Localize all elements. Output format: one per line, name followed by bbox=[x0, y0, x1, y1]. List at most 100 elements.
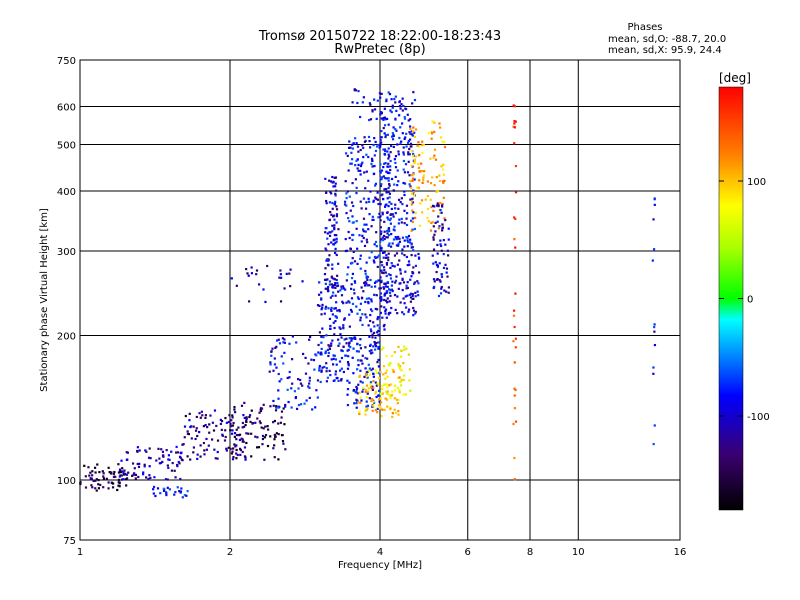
data-point bbox=[359, 164, 363, 168]
data-point bbox=[387, 190, 390, 194]
data-point bbox=[334, 247, 337, 250]
data-point bbox=[338, 326, 341, 329]
data-point bbox=[259, 408, 262, 411]
data-point bbox=[403, 374, 406, 377]
data-point bbox=[118, 485, 121, 488]
data-point bbox=[513, 126, 516, 129]
data-point bbox=[245, 420, 248, 423]
data-point bbox=[282, 442, 285, 445]
data-point bbox=[405, 284, 408, 287]
data-point bbox=[652, 248, 656, 251]
data-point bbox=[387, 313, 390, 316]
data-point bbox=[418, 170, 421, 173]
data-point bbox=[356, 262, 359, 266]
data-point bbox=[359, 380, 362, 383]
data-point bbox=[361, 228, 365, 231]
data-point bbox=[171, 461, 174, 465]
data-point bbox=[248, 300, 251, 303]
data-point bbox=[326, 287, 329, 290]
data-point bbox=[513, 361, 516, 364]
data-point bbox=[653, 424, 656, 427]
data-point bbox=[113, 470, 116, 474]
data-point bbox=[350, 151, 353, 154]
data-point bbox=[355, 142, 358, 145]
data-point bbox=[379, 96, 382, 99]
data-point bbox=[331, 339, 334, 342]
data-point bbox=[261, 434, 265, 438]
data-point bbox=[410, 253, 413, 257]
data-point bbox=[195, 415, 198, 419]
data-point bbox=[346, 367, 350, 370]
data-point bbox=[333, 354, 337, 357]
data-point bbox=[401, 236, 405, 239]
data-point bbox=[382, 286, 385, 289]
data-point bbox=[433, 233, 436, 236]
data-point bbox=[436, 252, 439, 255]
data-point bbox=[514, 420, 518, 423]
data-point bbox=[353, 336, 357, 339]
data-point bbox=[162, 487, 165, 490]
data-point bbox=[335, 316, 338, 319]
data-point bbox=[392, 370, 395, 373]
data-point bbox=[389, 277, 393, 280]
data-point bbox=[379, 287, 382, 290]
data-point bbox=[275, 366, 278, 369]
data-point bbox=[445, 267, 449, 270]
data-point bbox=[382, 197, 385, 201]
data-point bbox=[383, 298, 386, 302]
data-point bbox=[102, 477, 106, 480]
data-point bbox=[95, 489, 98, 492]
data-point bbox=[400, 122, 404, 125]
data-point bbox=[364, 207, 368, 210]
data-point bbox=[183, 494, 186, 497]
data-point bbox=[394, 166, 398, 169]
data-point bbox=[245, 417, 248, 420]
data-point bbox=[246, 272, 249, 275]
data-point bbox=[343, 317, 346, 320]
data-point bbox=[318, 331, 322, 334]
data-point bbox=[117, 463, 120, 466]
data-point bbox=[402, 313, 406, 316]
data-point bbox=[321, 306, 324, 309]
data-point bbox=[179, 477, 182, 481]
data-point bbox=[371, 165, 374, 168]
data-point bbox=[394, 236, 397, 239]
data-point bbox=[325, 367, 328, 370]
data-point bbox=[393, 408, 396, 411]
data-point bbox=[404, 163, 408, 166]
data-point bbox=[277, 338, 280, 341]
data-point bbox=[401, 248, 404, 251]
data-point bbox=[260, 407, 264, 410]
colorbar-tick-label: -100 bbox=[747, 412, 770, 423]
data-point bbox=[365, 396, 368, 399]
data-point bbox=[315, 354, 318, 357]
data-point bbox=[416, 280, 419, 283]
data-point bbox=[381, 211, 384, 214]
data-point bbox=[320, 369, 323, 372]
data-point bbox=[369, 308, 373, 311]
data-point bbox=[205, 437, 208, 441]
data-point bbox=[338, 310, 341, 313]
data-point bbox=[410, 200, 414, 203]
data-point bbox=[288, 342, 291, 345]
data-point bbox=[381, 251, 385, 255]
data-point bbox=[362, 197, 366, 200]
data-point bbox=[348, 337, 351, 340]
x-tick-label: 6 bbox=[465, 547, 471, 558]
data-point bbox=[356, 368, 359, 371]
data-point bbox=[385, 187, 388, 191]
data-point bbox=[376, 407, 379, 411]
data-point bbox=[351, 101, 354, 104]
data-point bbox=[337, 379, 340, 382]
data-point bbox=[434, 230, 437, 233]
data-point bbox=[407, 234, 411, 238]
data-point bbox=[331, 207, 334, 210]
data-point bbox=[372, 375, 375, 378]
data-point bbox=[429, 182, 433, 185]
data-point bbox=[364, 300, 367, 304]
data-point bbox=[116, 488, 119, 492]
data-point bbox=[391, 104, 394, 107]
data-point bbox=[439, 244, 443, 248]
data-point bbox=[356, 247, 359, 250]
data-point bbox=[401, 252, 404, 255]
